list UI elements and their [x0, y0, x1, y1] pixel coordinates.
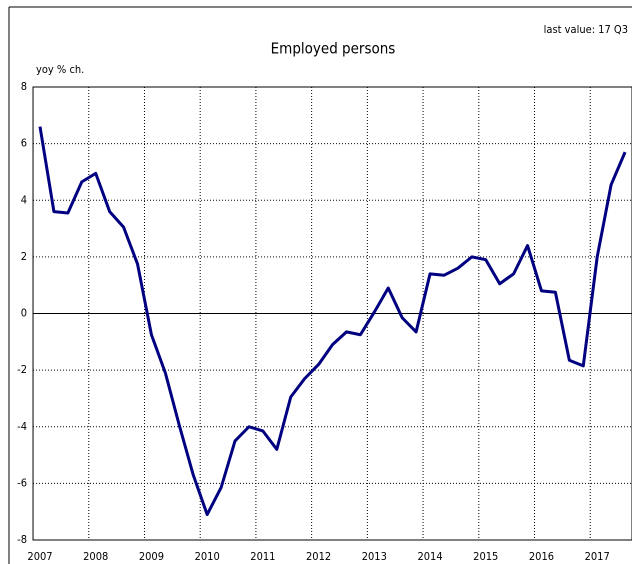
x-tick-label: 2013: [362, 550, 387, 563]
chart-title: Employed persons: [271, 40, 396, 58]
x-tick-label: 2017: [585, 550, 610, 563]
x-tick-label: 2010: [195, 550, 220, 563]
y-axis-label: yoy % ch.: [36, 63, 84, 76]
x-tick-label: 2016: [529, 550, 554, 563]
y-tick-label: 6: [21, 137, 27, 150]
x-tick-label: 2014: [417, 550, 442, 563]
y-tick-label: -2: [17, 363, 27, 376]
x-tick-label: 2015: [473, 550, 498, 563]
data-line: [38, 126, 627, 517]
y-tick-label: 8: [21, 80, 27, 93]
x-tick-label: 2011: [250, 550, 275, 563]
x-tick-label: 2007: [27, 550, 52, 563]
y-tick-label: 0: [21, 307, 27, 320]
y-tick-label: -4: [17, 420, 27, 433]
y-tick-label: -8: [17, 533, 27, 546]
annotation: last value: 17 Q3: [544, 23, 628, 36]
y-tick-label: 2: [21, 250, 27, 263]
y-tick-label: -6: [17, 476, 27, 489]
y-tick-label: 4: [21, 193, 27, 206]
x-tick-label: 2012: [306, 550, 331, 563]
x-tick-label: 2009: [139, 550, 164, 563]
x-tick-label: 2008: [83, 550, 108, 563]
